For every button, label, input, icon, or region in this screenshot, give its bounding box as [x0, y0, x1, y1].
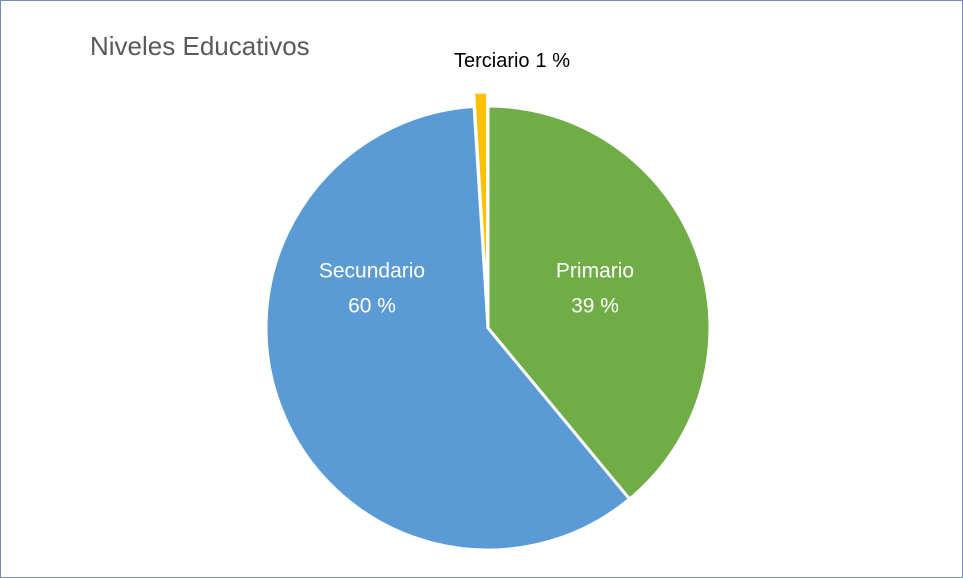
pie-slice — [264, 104, 632, 552]
slice-label: Terciario 1 % — [454, 50, 570, 72]
slice-category-label: Secundario — [319, 260, 425, 283]
slice-category-label: Primario — [556, 260, 634, 283]
pie-slice — [486, 104, 712, 501]
slice-category-label: Terciario — [454, 50, 530, 72]
pie-slice — [472, 90, 490, 316]
slice-value-label: 1 % — [536, 50, 571, 72]
slice-value-label: 39 % — [571, 295, 619, 318]
slice-value-label: 60 % — [348, 295, 396, 318]
chart-title: Niveles Educativos — [90, 31, 310, 61]
